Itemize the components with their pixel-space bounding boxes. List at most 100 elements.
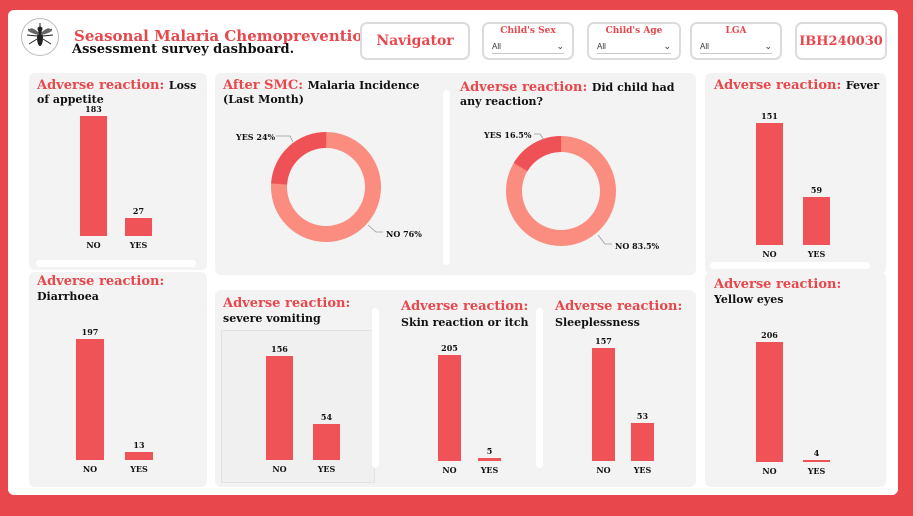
sleep-title: Adverse reaction:: [555, 299, 683, 314]
diarrhoea-subtitle: Diarrhoea: [37, 290, 99, 303]
donut-incidence: [271, 132, 383, 242]
report-id: IBH240030: [799, 33, 883, 49]
data-label: 157: [595, 336, 612, 346]
select-value: All: [700, 41, 709, 51]
bar-loss_appetite-yes: [125, 218, 152, 236]
card-diarrhoea: [29, 272, 207, 487]
data-label: 156: [271, 344, 288, 354]
x-tick-label: YES: [480, 465, 499, 475]
x-tick-label: YES: [130, 464, 148, 474]
card-yellow-eyes: [705, 272, 886, 487]
leader-line: [276, 135, 294, 143]
filter-lga[interactable]: LGA All ⌄: [690, 22, 782, 60]
scrollbar-vomiting[interactable]: [372, 308, 379, 468]
dashboard-subtitle: Assessment survey dashboard.: [72, 42, 295, 57]
lga-select[interactable]: All ⌄: [700, 39, 772, 54]
slice-yes: [506, 136, 616, 247]
filter-childs-sex[interactable]: Child's Sex All ⌄: [482, 22, 574, 60]
x-tick-label: NO: [762, 466, 777, 476]
bar-sleep-no: [592, 348, 615, 461]
fever-title: Adverse reaction: Fever: [714, 78, 880, 93]
bar-diarrhoea-yes: [125, 452, 153, 460]
filter-label: LGA: [725, 26, 747, 36]
title-banner: [18, 17, 354, 57]
data-label: 13: [133, 440, 145, 450]
navigator-label: Navigator: [376, 33, 454, 49]
mosquito-logo-icon: [21, 18, 59, 56]
x-tick-label: NO: [272, 464, 287, 474]
filter-label: Child's Age: [605, 26, 663, 36]
bar-sleep-yes: [631, 422, 654, 461]
x-tick-label: NO: [762, 249, 777, 259]
slice-label: NO 83.5%: [615, 241, 660, 251]
card-donuts: [215, 73, 696, 275]
slice-yes: [271, 132, 381, 242]
scrollbar-loss-appetite[interactable]: [36, 260, 196, 267]
bar-loss_appetite-no: [80, 116, 107, 236]
donut-any_reaction: [506, 133, 616, 247]
card-fever: [705, 73, 886, 274]
childs-age-select[interactable]: All ⌄: [597, 39, 671, 54]
scrollbar-donuts[interactable]: [443, 90, 450, 265]
x-tick-label: YES: [317, 464, 336, 474]
chevron-down-icon: ⌄: [764, 40, 772, 51]
yellow-eyes-subtitle: Yellow eyes: [714, 293, 784, 306]
filter-label: Child's Sex: [500, 26, 556, 36]
leader-line: [367, 224, 383, 233]
dashboard-title: Seasonal Malaria Chemoprevention: [74, 27, 374, 45]
x-tick-label: NO: [86, 240, 101, 250]
yellow-eyes-title: Adverse reaction:: [714, 277, 842, 292]
bar-vomiting-yes: [313, 424, 340, 460]
x-tick-label: NO: [596, 465, 611, 475]
skin-subtitle: Skin reaction or itch: [401, 316, 529, 329]
diarrhoea-title: Adverse reaction:: [37, 274, 165, 289]
data-label: 5: [486, 446, 493, 457]
select-value: All: [597, 41, 606, 51]
x-tick-label: YES: [807, 249, 826, 259]
bar-yellow_eyes-yes: [803, 459, 830, 462]
select-value: All: [492, 41, 501, 51]
slice-label: NO 76%: [386, 229, 422, 239]
bar-skin-no: [438, 355, 461, 461]
slice-label: YES 16.5%: [484, 130, 532, 140]
bar-vomiting-no: [266, 356, 293, 460]
data-label: 151: [761, 111, 778, 121]
bar-skin-yes: [478, 458, 501, 461]
any-reaction-title: Adverse reaction: Did child had any reac…: [460, 80, 675, 109]
bar-diarrhoea-no: [76, 339, 104, 460]
dashboard-frame: Seasonal Malaria Chemoprevention Assessm…: [8, 10, 898, 495]
data-label: 54: [320, 412, 333, 422]
report-id-badge: IBH240030: [795, 22, 887, 60]
scrollbar-fever[interactable]: [710, 262, 870, 269]
data-label: 197: [81, 327, 99, 337]
x-tick-label: YES: [129, 240, 148, 250]
data-label: 53: [636, 410, 649, 421]
incidence-title: After SMC: Malaria Incidence (Last Month…: [223, 78, 420, 107]
x-tick-label: NO: [82, 464, 98, 474]
leader-line: [597, 234, 612, 245]
scrollbar-skin[interactable]: [536, 308, 543, 468]
bar-yellow_eyes-no: [756, 342, 783, 462]
loss-appetite-title: Adverse reaction: Loss of appetite: [37, 78, 197, 107]
leader-line: [534, 133, 545, 141]
chevron-down-icon: ⌄: [663, 40, 671, 51]
vomiting-inner-box: [221, 330, 375, 483]
data-label: 4: [813, 447, 820, 458]
data-label: 206: [761, 330, 778, 340]
x-tick-label: YES: [633, 465, 652, 475]
data-label: 205: [441, 343, 458, 353]
data-label: 183: [85, 104, 102, 114]
skin-title: Adverse reaction:: [401, 299, 529, 314]
slice-label: YES 24%: [236, 132, 276, 142]
x-tick-label: YES: [807, 466, 826, 476]
bar-fever-yes: [803, 197, 830, 245]
filter-childs-age[interactable]: Child's Age All ⌄: [587, 22, 681, 60]
sleep-subtitle: Sleeplessness: [555, 316, 640, 329]
data-label: 59: [810, 185, 823, 196]
chevron-down-icon: ⌄: [556, 40, 564, 51]
data-label: 27: [132, 206, 145, 217]
x-tick-label: NO: [442, 465, 457, 475]
navigator-button[interactable]: Navigator: [360, 22, 470, 60]
vomiting-title: Adverse reaction:: [223, 296, 351, 311]
childs-sex-select[interactable]: All ⌄: [492, 39, 564, 54]
